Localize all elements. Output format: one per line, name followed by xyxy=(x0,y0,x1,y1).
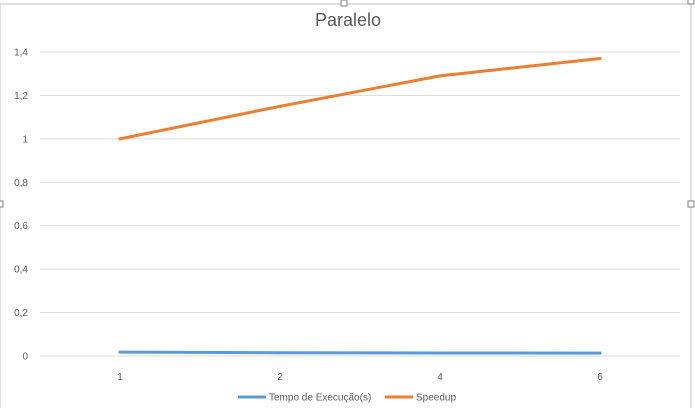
y-tick-label: 1,2 xyxy=(14,91,28,102)
y-tick-label: 0,6 xyxy=(14,221,28,232)
y-tick-label: 0,8 xyxy=(14,178,28,189)
y-tick-label: 0 xyxy=(22,352,28,363)
x-tick-label: 6 xyxy=(597,372,603,383)
series-lines xyxy=(118,57,602,355)
series-line-0[interactable] xyxy=(118,350,602,355)
y-tick-label: 0,2 xyxy=(14,308,28,319)
x-tick-label: 2 xyxy=(277,372,283,383)
data-point xyxy=(118,350,122,354)
gridlines xyxy=(40,51,680,357)
chart-title: Paralelo xyxy=(315,10,381,30)
resize-handle-top[interactable] xyxy=(340,0,348,7)
legend: Tempo de Execução(s) Speedup xyxy=(238,393,456,404)
x-tick-label: 1 xyxy=(117,372,123,383)
data-point xyxy=(598,351,602,355)
resize-handle-right[interactable] xyxy=(687,200,695,208)
y-tick-label: 1 xyxy=(22,134,28,145)
y-tick-label: 0,4 xyxy=(14,265,28,276)
series-line-1[interactable] xyxy=(118,57,602,141)
data-point xyxy=(438,351,442,355)
x-axis-tick-labels: 1 2 4 6 xyxy=(117,372,603,383)
data-point xyxy=(278,104,282,108)
data-point xyxy=(118,137,122,141)
y-tick-label: 1,4 xyxy=(14,48,28,59)
data-point xyxy=(438,74,442,78)
resize-handle-top-right[interactable] xyxy=(687,0,695,5)
data-point xyxy=(598,57,602,61)
resize-handle-left[interactable] xyxy=(0,200,4,208)
data-point xyxy=(278,351,282,355)
legend-label: Tempo de Execução(s) xyxy=(269,393,371,404)
x-tick-label: 4 xyxy=(437,372,443,383)
y-axis-tick-labels: 0 0,2 0,4 0,6 0,8 1 1,2 1,4 xyxy=(14,48,28,363)
legend-label: Speedup xyxy=(416,393,456,404)
